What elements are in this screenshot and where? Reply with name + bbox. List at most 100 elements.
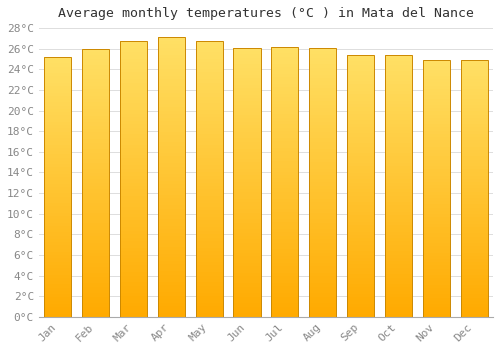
Bar [120, 231, 147, 234]
Bar [347, 300, 374, 304]
Bar [120, 131, 147, 134]
Bar [120, 107, 147, 110]
Bar [158, 72, 185, 76]
Bar [196, 206, 223, 210]
Bar [196, 138, 223, 141]
Bar [271, 225, 298, 229]
Bar [120, 296, 147, 300]
Bar [385, 68, 412, 71]
Title: Average monthly temperatures (°C ) in Mata del Nance: Average monthly temperatures (°C ) in Ma… [58, 7, 474, 20]
Bar [120, 117, 147, 121]
Bar [120, 76, 147, 79]
Bar [422, 76, 450, 79]
Bar [158, 146, 185, 149]
Bar [196, 165, 223, 169]
Bar [44, 196, 72, 200]
Bar [460, 95, 488, 99]
Bar [82, 213, 109, 216]
Bar [271, 185, 298, 188]
Bar [422, 60, 450, 63]
Bar [422, 291, 450, 294]
Bar [234, 186, 260, 189]
Bar [422, 214, 450, 217]
Bar [422, 281, 450, 285]
Bar [347, 251, 374, 254]
Bar [82, 142, 109, 146]
Bar [234, 91, 260, 95]
Bar [271, 100, 298, 104]
Bar [385, 75, 412, 78]
Bar [158, 222, 185, 226]
Bar [120, 224, 147, 227]
Bar [234, 121, 260, 125]
Bar [271, 161, 298, 165]
Bar [158, 292, 185, 296]
Bar [44, 193, 72, 197]
Bar [309, 270, 336, 273]
Bar [422, 150, 450, 153]
Bar [158, 69, 185, 72]
Bar [158, 167, 185, 170]
Bar [385, 97, 412, 101]
Bar [44, 229, 72, 232]
Bar [460, 70, 488, 73]
Bar [234, 196, 260, 199]
Bar [460, 127, 488, 131]
Bar [347, 179, 374, 183]
Bar [44, 106, 72, 109]
Bar [385, 133, 412, 137]
Bar [271, 253, 298, 256]
Bar [422, 82, 450, 86]
Bar [271, 222, 298, 226]
Bar [82, 109, 109, 112]
Bar [44, 297, 72, 301]
Bar [158, 132, 185, 135]
Bar [234, 233, 260, 236]
Bar [347, 218, 374, 222]
Bar [271, 168, 298, 172]
Bar [120, 110, 147, 114]
Bar [347, 71, 374, 75]
Bar [82, 96, 109, 99]
Bar [196, 272, 223, 275]
Bar [196, 268, 223, 272]
Bar [158, 121, 185, 125]
Bar [385, 290, 412, 294]
Bar [309, 310, 336, 314]
Bar [234, 286, 260, 290]
Bar [347, 215, 374, 219]
Bar [234, 307, 260, 310]
Bar [120, 103, 147, 107]
Bar [158, 184, 185, 188]
Bar [158, 111, 185, 114]
Bar [347, 130, 374, 133]
Bar [234, 118, 260, 122]
Bar [82, 132, 109, 136]
Bar [309, 236, 336, 239]
Bar [422, 265, 450, 269]
Bar [120, 248, 147, 251]
Bar [309, 88, 336, 91]
Bar [385, 238, 412, 242]
Bar [422, 230, 450, 233]
Bar [234, 71, 260, 75]
Bar [385, 100, 412, 104]
Bar [422, 166, 450, 169]
Bar [82, 169, 109, 173]
Bar [44, 203, 72, 206]
Bar [234, 283, 260, 287]
Bar [196, 238, 223, 241]
Bar [309, 286, 336, 290]
Bar [422, 102, 450, 105]
Bar [460, 265, 488, 269]
Bar [422, 195, 450, 198]
Bar [347, 261, 374, 264]
Bar [120, 176, 147, 179]
Bar [158, 44, 185, 48]
Bar [120, 279, 147, 282]
Bar [460, 105, 488, 108]
Bar [460, 131, 488, 134]
Bar [422, 188, 450, 191]
Bar [422, 262, 450, 265]
Bar [347, 235, 374, 238]
